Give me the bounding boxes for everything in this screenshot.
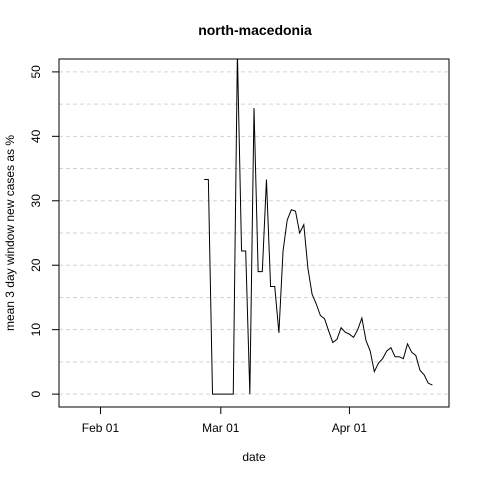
x-tick-label: Feb 01 [82,421,120,435]
y-tick-label: 20 [29,258,43,272]
y-tick-label: 10 [29,323,43,337]
x-tick-label: Apr 01 [332,421,368,435]
y-tick-label: 30 [29,194,43,208]
series-group [204,59,433,395]
chart-title: north-macedonia [198,22,312,38]
y-tick-label: 40 [29,129,43,143]
gridlines [59,71,449,395]
x-axis-label: date [242,450,266,464]
plot-frame [58,58,450,408]
y-axis-label: mean 3 day window new cases as % [3,135,17,331]
y-tick-label: 0 [29,390,43,397]
y-tick-label: 50 [29,65,43,79]
y-axis: 0 10 20 30 40 50 [29,65,59,397]
x-axis: Feb 01 Mar 01 Apr 01 [82,407,368,435]
series-line-1 [204,59,433,395]
x-tick-label: Mar 01 [202,421,240,435]
